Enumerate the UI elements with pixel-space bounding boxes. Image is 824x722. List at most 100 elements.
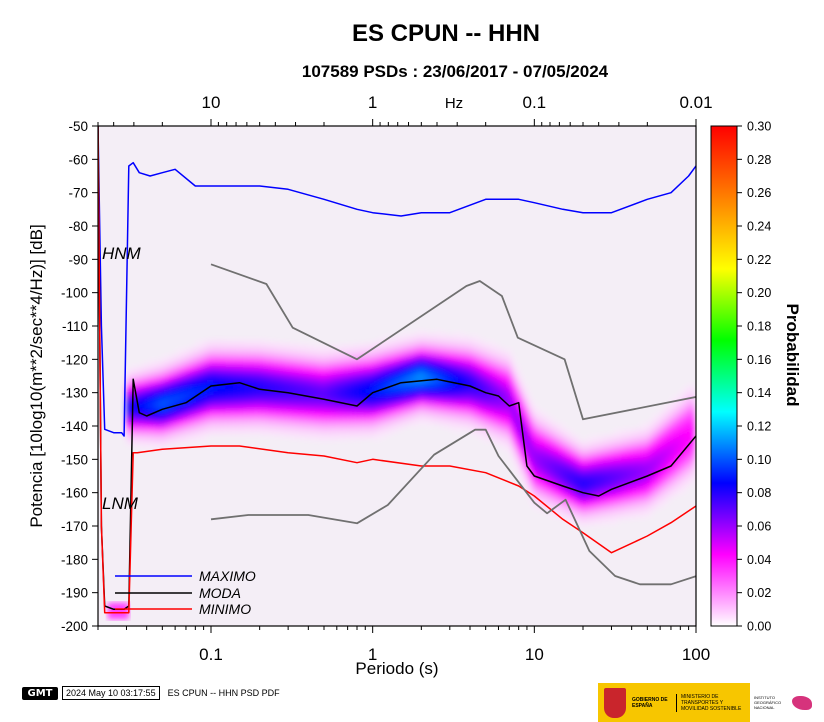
density-cell	[655, 443, 661, 449]
density-cell	[385, 380, 391, 387]
density-cell	[251, 369, 257, 375]
density-cell	[518, 398, 524, 405]
density-cell	[240, 354, 246, 360]
density-cell	[659, 501, 665, 508]
density-cell	[312, 400, 318, 406]
density-cell	[663, 460, 668, 466]
density-cell	[175, 348, 181, 355]
density-cell	[560, 463, 566, 469]
density-cell	[488, 414, 493, 421]
density-cell	[651, 459, 657, 466]
density-cell	[164, 420, 170, 426]
density-cell	[488, 429, 493, 436]
density-cell	[240, 359, 246, 365]
density-cell	[164, 440, 170, 446]
density-cell	[240, 349, 246, 355]
density-cell	[495, 365, 501, 371]
density-cell	[598, 505, 604, 511]
density-cell	[575, 480, 581, 486]
density-cell	[628, 513, 634, 520]
density-cell	[682, 402, 687, 408]
density-cell	[244, 419, 250, 425]
density-cell	[423, 355, 429, 362]
density-cell	[682, 467, 687, 473]
density-cell	[213, 399, 219, 405]
density-cell	[396, 345, 402, 351]
density-cell	[674, 445, 680, 452]
density-cell	[468, 356, 474, 363]
y-tick-label: -90	[68, 252, 88, 267]
density-cell	[449, 364, 455, 371]
density-cell	[613, 474, 619, 480]
density-cell	[133, 410, 139, 417]
density-cell	[430, 373, 436, 380]
density-cell	[358, 413, 364, 420]
density-cell	[537, 430, 543, 436]
density-cell	[210, 359, 215, 365]
density-cell	[644, 482, 649, 489]
density-cell	[293, 393, 299, 399]
density-cell	[465, 370, 470, 376]
gmt-logo: GMT	[22, 686, 58, 700]
density-cell	[579, 455, 585, 462]
density-cell	[541, 450, 547, 457]
density-cell	[191, 356, 196, 363]
density-cell	[232, 379, 238, 385]
density-cell	[335, 345, 341, 351]
density-cell	[628, 428, 634, 435]
density-cell	[183, 372, 189, 379]
density-cell	[453, 426, 459, 432]
density-cell	[293, 353, 299, 359]
density-cell	[594, 520, 600, 526]
density-cell	[225, 399, 231, 405]
density-cell	[404, 351, 410, 357]
density-cell	[232, 424, 238, 430]
colorbar-tick-label: 0.06	[747, 520, 771, 534]
density-cell	[495, 420, 501, 426]
density-cell	[301, 348, 307, 355]
density-cell	[613, 509, 619, 515]
density-cell	[647, 491, 653, 498]
density-cell	[666, 488, 672, 495]
density-cell	[465, 405, 470, 411]
density-cell	[312, 370, 318, 376]
density-cell	[484, 342, 490, 348]
density-cell	[183, 357, 189, 364]
density-cell	[590, 435, 596, 442]
density-cell	[217, 419, 223, 425]
density-cell	[636, 468, 642, 474]
density-cell	[366, 342, 372, 349]
density-cell	[331, 420, 337, 426]
density-cell	[145, 433, 151, 439]
density-cell	[472, 409, 478, 416]
density-cell	[137, 406, 143, 413]
ign-mark-icon	[792, 695, 812, 710]
density-cell	[636, 483, 642, 489]
density-cell	[488, 419, 493, 426]
density-cell	[377, 349, 383, 355]
density-cell	[274, 401, 280, 407]
density-cell	[156, 390, 162, 396]
density-cell	[194, 406, 200, 412]
density-cell	[385, 375, 391, 382]
density-cell	[274, 361, 280, 367]
density-cell	[678, 413, 684, 420]
density-cell	[210, 394, 215, 400]
density-cell	[312, 410, 318, 416]
density-cell	[526, 481, 531, 487]
density-cell	[221, 369, 227, 375]
density-cell	[689, 389, 695, 395]
density-cell	[354, 368, 360, 375]
density-cell	[347, 424, 352, 430]
density-cell	[666, 423, 672, 430]
density-cell	[229, 414, 234, 420]
density-cell	[507, 363, 512, 369]
density-cell	[606, 519, 611, 526]
density-cell	[457, 392, 463, 399]
density-cell	[522, 397, 528, 404]
density-cell	[446, 403, 451, 410]
density-cell	[312, 350, 318, 356]
density-cell	[651, 429, 657, 436]
density-cell	[488, 379, 493, 386]
density-cell	[293, 433, 299, 439]
